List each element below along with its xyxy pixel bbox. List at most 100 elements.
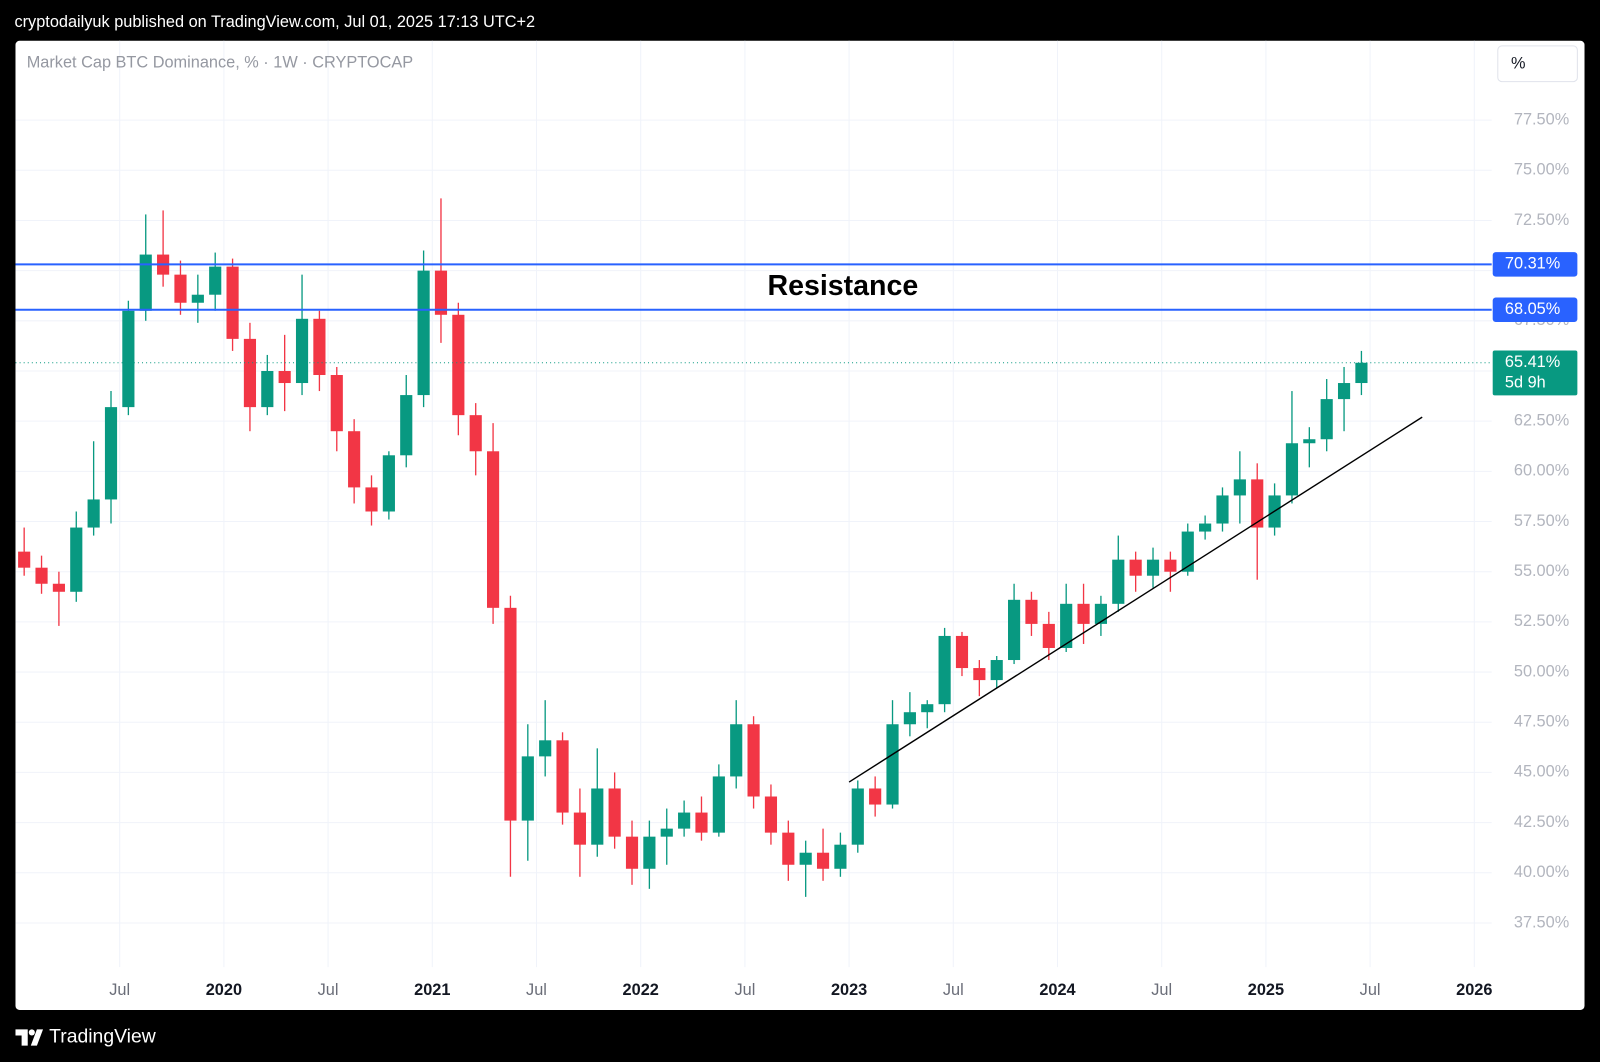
candle-body — [851, 788, 864, 845]
candle-body — [122, 310, 135, 408]
candle-body — [452, 314, 465, 416]
y-tick-label: 55.00% — [1514, 562, 1569, 580]
y-tick-label: 47.50% — [1514, 713, 1569, 731]
candle-body — [139, 254, 152, 311]
candle-body — [1008, 599, 1021, 661]
candle-body — [243, 338, 257, 408]
y-tick-label: 50.00% — [1514, 662, 1569, 680]
candle-body — [434, 270, 448, 315]
x-tick-label: Jul — [318, 981, 339, 999]
level-label-box — [1492, 297, 1578, 323]
candle-body — [1285, 443, 1299, 496]
candle-body — [261, 370, 274, 408]
candle-body — [330, 375, 343, 432]
x-tick-label: Jul — [526, 981, 547, 999]
x-tick-label: Jul — [1360, 981, 1381, 999]
trend-line — [848, 416, 1423, 783]
y-tick-label: 75.00% — [1514, 161, 1569, 179]
candle-body — [712, 776, 725, 833]
candle-body — [1181, 531, 1194, 572]
candle-body — [643, 836, 656, 869]
candle-body — [764, 796, 778, 833]
candle-body — [869, 788, 882, 805]
candle-body — [678, 812, 691, 829]
countdown-label: 5d 9h — [1505, 373, 1546, 391]
footer-logo — [15, 1029, 44, 1046]
candle-body — [226, 266, 239, 339]
candle-body — [1129, 559, 1142, 576]
candle-body — [1355, 362, 1368, 384]
unit-button-label[interactable]: % — [1511, 55, 1526, 73]
x-tick-label: 2023 — [831, 981, 867, 999]
candle-body — [1164, 559, 1177, 572]
candle-body — [209, 266, 222, 295]
candle-body — [1042, 623, 1055, 648]
candle-body — [886, 724, 899, 805]
x-tick-label: 2021 — [414, 981, 450, 999]
candle-body — [799, 852, 812, 865]
chart-panel — [15, 40, 1585, 1010]
level-label-box — [1492, 252, 1578, 277]
candle-body — [730, 724, 743, 777]
candle-body — [834, 844, 847, 869]
logo-dot — [28, 1029, 35, 1036]
candle-body — [1060, 603, 1073, 648]
candle-body — [191, 294, 204, 303]
candle-body — [539, 740, 552, 757]
level-label: 70.31% — [1505, 255, 1560, 273]
candle-body — [278, 370, 291, 384]
candle-body — [504, 607, 517, 821]
x-tick-label: Jul — [109, 981, 130, 999]
candle-body — [625, 836, 639, 869]
candle-body — [295, 318, 309, 384]
candle-body — [608, 788, 621, 837]
candle-body — [816, 852, 830, 869]
y-tick-label: 52.50% — [1514, 612, 1569, 630]
y-tick-label: 37.50% — [1514, 913, 1569, 931]
grid — [15, 40, 1492, 968]
candle-body — [1337, 383, 1351, 400]
candle-body — [921, 704, 934, 713]
y-tick-label: 40.00% — [1514, 863, 1569, 881]
y-tick-label: 57.50% — [1514, 512, 1569, 530]
x-tick-label: Jul — [943, 981, 964, 999]
y-tick-label: 72.50% — [1514, 211, 1569, 229]
candle-body — [1077, 603, 1090, 624]
x-tick-label: 2024 — [1039, 981, 1075, 999]
x-tick-label: 2020 — [206, 981, 242, 999]
candle-body — [382, 455, 395, 512]
candle-body — [35, 567, 48, 584]
candle-body — [695, 812, 708, 833]
candle-body — [469, 415, 482, 452]
level-label: 68.05% — [1505, 300, 1560, 318]
candle-body — [660, 828, 673, 837]
candle-body — [1146, 559, 1160, 576]
candle-body — [1303, 439, 1316, 444]
candle-body — [70, 527, 83, 592]
x-tick-label: 2026 — [1456, 981, 1492, 999]
candle-body — [1251, 479, 1264, 528]
x-tick-label: 2022 — [623, 981, 659, 999]
candle-body — [990, 660, 1003, 681]
logo-icon — [15, 1029, 44, 1046]
x-tick-label: Jul — [1151, 981, 1172, 999]
candle-body — [903, 712, 916, 725]
y-tick-label: 77.50% — [1514, 110, 1569, 128]
candle-body — [782, 832, 795, 865]
unit-button[interactable] — [1497, 45, 1578, 83]
plot — [15, 198, 1492, 897]
candle-body — [52, 583, 65, 592]
x-tick-label: 2025 — [1248, 981, 1284, 999]
candle-body — [348, 431, 361, 488]
publisher-line: cryptodailyuk published on TradingView.c… — [14, 13, 535, 31]
y-tick-label: 45.00% — [1514, 763, 1569, 781]
candle-body — [973, 668, 986, 681]
candle-body — [938, 635, 951, 705]
candle-body — [1320, 399, 1333, 440]
candle-body — [417, 270, 430, 396]
x-tick-label: Jul — [734, 981, 755, 999]
candle-body — [313, 318, 326, 376]
candle-body — [1025, 599, 1038, 624]
